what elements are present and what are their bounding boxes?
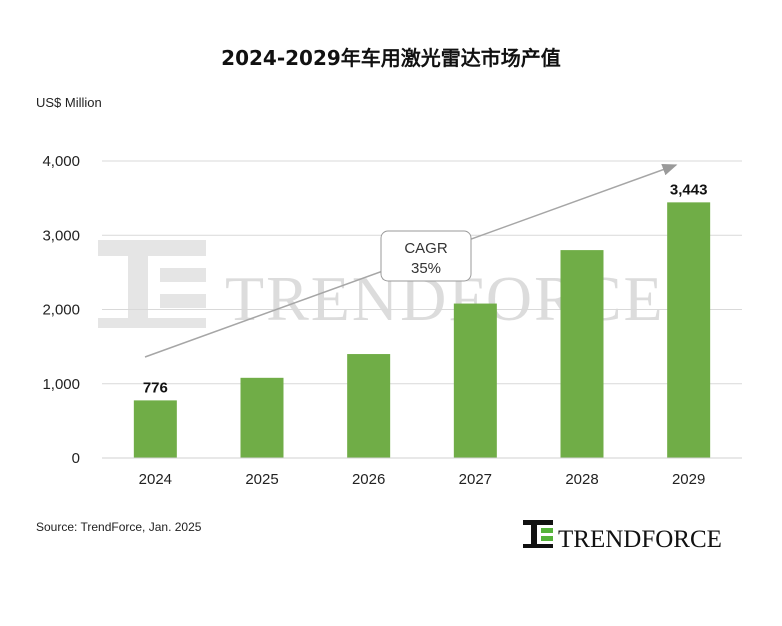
bar-2025 [240, 377, 284, 458]
x-tick-label: 2024 [139, 471, 172, 488]
x-axis-categories: 2024 2025 2026 2027 2028 2029 [139, 471, 706, 488]
y-axis-ticks: 0 1,000 2,000 3,000 4,000 [42, 153, 80, 467]
cagr-box [380, 230, 472, 282]
x-tick-label: 2026 [352, 471, 385, 488]
trendforce-logo: TRENDFORCE [523, 520, 722, 553]
y-axis-unit-label: US$ Million [36, 95, 102, 110]
source-note: Source: TrendForce, Jan. 2025 [36, 520, 202, 534]
trendforce-logo-mark [523, 520, 553, 548]
bar-2027 [453, 303, 497, 458]
x-tick-label: 2027 [459, 471, 492, 488]
x-tick-label: 2025 [245, 471, 278, 488]
bar-2024 [133, 400, 177, 458]
y-tick-label: 0 [72, 450, 80, 467]
y-tick-label: 3,000 [42, 227, 80, 244]
trendforce-logo-text: TRENDFORCE [558, 526, 722, 553]
bar-2028 [560, 250, 604, 458]
cagr-annotation: CAGR 35% [380, 230, 472, 282]
bar-2026 [347, 354, 391, 458]
data-label: 3,443 [670, 181, 708, 198]
cagr-value: 35% [411, 260, 441, 277]
bar-2029 [667, 202, 711, 458]
cagr-label: CAGR [404, 240, 448, 257]
bars [133, 202, 711, 458]
x-tick-label: 2029 [672, 471, 705, 488]
y-tick-label: 2,000 [42, 302, 80, 319]
x-tick-label: 2028 [565, 471, 598, 488]
data-label: 776 [143, 379, 168, 396]
watermark-logo-mark [98, 240, 206, 328]
chart-title: 2024-2029年车用激光雷达市场产值 [221, 46, 561, 70]
y-tick-label: 4,000 [42, 153, 80, 170]
y-tick-label: 1,000 [42, 376, 80, 393]
data-labels: 776 3,443 [143, 181, 708, 396]
